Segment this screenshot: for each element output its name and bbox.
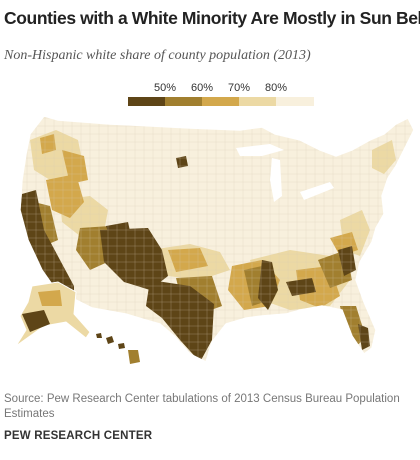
map-title: Counties with a White Minority Are Mostl… (4, 8, 420, 28)
region-four-corners-under-50 (106, 222, 132, 244)
region-south-florida-under-50 (358, 324, 370, 350)
region-black-belt-under-50 (258, 260, 278, 310)
lake-erie (300, 182, 334, 200)
legend-label-60: 60% (190, 82, 214, 94)
us-outline (19, 115, 415, 363)
legend-label-50: 50% (153, 82, 177, 94)
legend-label-80: 80% (264, 82, 288, 94)
alaska-southwest-under-50 (22, 310, 50, 332)
legend-swatch-50-60 (165, 97, 202, 106)
legend-swatch-70-80 (239, 97, 276, 106)
region-nevada-60-70 (46, 174, 84, 218)
legend-label-70: 70% (227, 82, 251, 94)
hawaii-island-oahu (106, 336, 114, 344)
legend: 50% 60% 70% 80% (128, 82, 314, 108)
us-county-map (15, 115, 415, 364)
alaska (15, 281, 91, 347)
source-note: Source: Pew Research Center tabulations … (4, 393, 400, 420)
region-great-basin-60-70 (62, 150, 88, 184)
region-alabama-belt-under-50 (286, 278, 316, 296)
legend-swatch-under-50 (128, 97, 165, 106)
contiguous-us (20, 116, 414, 362)
region-pacific-nw-60-70 (40, 134, 56, 154)
brand-footer: PEW RESEARCH CENTER (4, 430, 153, 442)
region-dakota-reservations-under-50 (176, 156, 188, 168)
region-california-under-50 (20, 190, 74, 306)
lake-superior (236, 144, 284, 156)
legend-swatch-over-80 (276, 97, 314, 106)
hawaii-island-big (128, 350, 140, 364)
lake-michigan (270, 158, 282, 202)
region-carolina-coast-under-50 (338, 246, 356, 276)
alaska-interior-60-70 (38, 290, 62, 306)
legend-swatch-60-70 (202, 97, 239, 106)
hawaii-island-maui (118, 343, 125, 349)
map-subtitle: Non-Hispanic white share of county popul… (4, 48, 311, 63)
hawaii (96, 333, 140, 364)
hawaii-island-kauai (96, 333, 102, 338)
